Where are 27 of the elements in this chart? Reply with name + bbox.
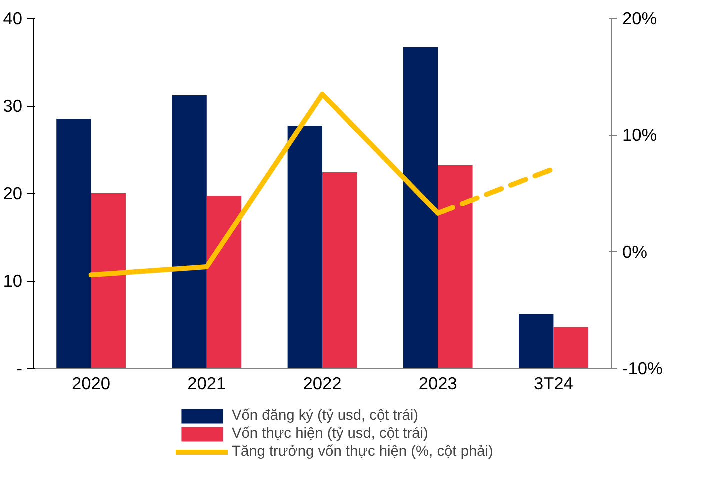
bar — [403, 47, 438, 368]
x-tick-label: 2022 — [303, 374, 342, 394]
x-tick-label: 3T24 — [534, 374, 574, 394]
x-tick-label: 2023 — [418, 374, 458, 394]
y2-tick-label: 0% — [622, 242, 648, 262]
y-tick-label: 30 — [3, 96, 23, 116]
y2-tick-label: 20% — [622, 8, 658, 28]
y-tick-label: 40 — [3, 8, 23, 28]
bar — [288, 126, 322, 368]
legend-label: Tăng trưởng vốn thực hiện (%, cột phải) — [232, 443, 494, 461]
bar — [519, 314, 554, 368]
bar — [554, 327, 588, 368]
bar — [206, 196, 242, 368]
bar — [438, 166, 473, 368]
y-tick-label: - — [16, 358, 23, 378]
legend-label: Vốn đăng ký (tỷ usd, cột trái) — [232, 407, 419, 425]
bar — [56, 119, 92, 368]
x-tick-label: 2021 — [188, 374, 226, 394]
bar — [91, 194, 126, 368]
y2-tick-label: 10% — [622, 125, 658, 146]
legend-label: Vốn thực hiện (tỷ usd, cột trái) — [232, 425, 428, 443]
bar — [322, 172, 358, 368]
x-tick-label: 2020 — [72, 374, 111, 394]
bar — [172, 96, 207, 368]
y-tick-label: 10 — [3, 271, 23, 291]
y2-tick-label: -10% — [622, 358, 663, 378]
y-tick-label: 20 — [3, 184, 23, 204]
